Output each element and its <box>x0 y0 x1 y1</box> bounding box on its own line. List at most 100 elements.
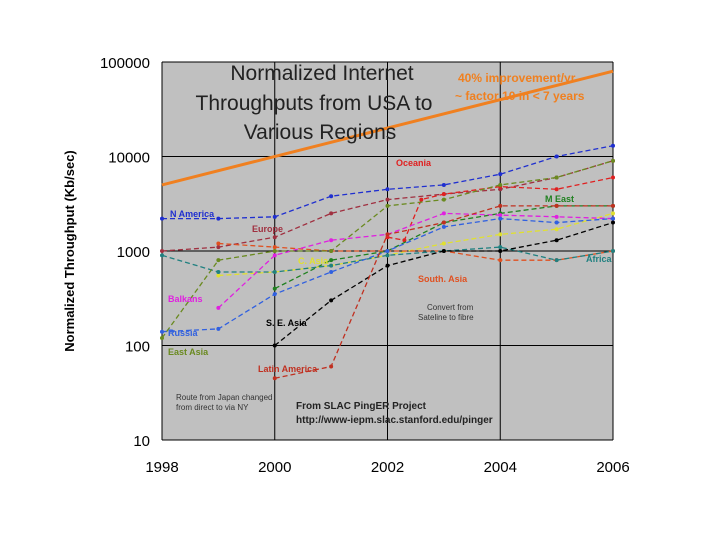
data-point-balkans <box>272 253 277 258</box>
data-point-n-america <box>329 194 334 199</box>
series-label-n-america: N America <box>170 209 215 219</box>
data-point-africa <box>216 269 221 274</box>
data-point-c-asia <box>441 241 446 246</box>
data-point-s-e-asia <box>329 298 334 303</box>
data-point-east-asia <box>498 182 503 187</box>
annotation-route-2: from direct to via NY <box>176 403 249 412</box>
data-point-east-asia <box>329 249 334 253</box>
data-point-east-asia <box>611 158 615 163</box>
data-point-russia <box>498 216 503 221</box>
data-point-africa <box>611 249 615 253</box>
series-label-south-asia: South. Asia <box>418 274 468 284</box>
data-point-oceania <box>419 197 424 202</box>
data-point-east-asia <box>160 336 164 341</box>
data-point-c-asia <box>498 232 503 237</box>
data-point-n-america <box>611 143 615 148</box>
source-annotation-2: http://www-iepm.slac.stanford.edu/pinger <box>296 415 493 426</box>
series-label-c-asia: C. Asia <box>298 256 329 266</box>
trend-line <box>161 69 614 187</box>
data-point-south-asia <box>272 245 277 250</box>
y-axis-label: Normalized Throughput (Kb/sec) <box>62 150 77 352</box>
trend-line-group <box>161 69 614 187</box>
data-point-south-asia <box>498 258 503 263</box>
data-point-east-asia <box>554 175 559 180</box>
series-label-east-asia: East Asia <box>168 347 209 357</box>
y-tick-label: 100 <box>125 339 150 356</box>
data-point-oceania <box>402 238 407 243</box>
data-point-n-america <box>160 216 164 221</box>
series-labels: N America Europe Oceania M East C. Asia South… <box>168 158 613 374</box>
data-point-oceania <box>441 192 446 197</box>
data-point-russia <box>272 292 277 297</box>
x-tick-label: 2000 <box>258 459 291 476</box>
data-point-russia <box>216 326 221 331</box>
data-point-africa <box>498 245 503 250</box>
series-label-oceania: Oceania <box>396 158 432 168</box>
data-point-oceania <box>611 175 615 180</box>
data-point-c-asia <box>216 273 221 278</box>
data-point-m-east <box>329 258 334 263</box>
series-line-south-asia <box>218 242 614 261</box>
data-point-africa <box>160 253 164 258</box>
x-tick-label: 2004 <box>484 459 517 476</box>
data-point-europe <box>385 197 390 202</box>
data-point-oceania <box>385 235 390 240</box>
data-point-south-asia <box>216 241 221 246</box>
data-point-africa <box>329 263 334 268</box>
data-point-n-america <box>441 182 446 187</box>
data-point-europe <box>216 245 221 250</box>
data-point-latin-america <box>385 232 390 237</box>
data-point-balkans <box>216 305 221 310</box>
data-point-n-america <box>554 154 559 159</box>
data-point-latin-america <box>329 364 334 369</box>
data-point-n-america <box>385 187 390 192</box>
axis-ticks: 10 100 1000 10000 100000 1998 2000 2002 2004 2006 <box>100 55 630 476</box>
x-tick-label: 2002 <box>371 459 404 476</box>
data-point-europe <box>160 249 164 253</box>
data-point-n-america <box>272 214 277 219</box>
data-point-east-asia <box>385 203 390 208</box>
data-point-n-america <box>498 172 503 177</box>
data-point-latin-america <box>441 220 446 225</box>
data-point-s-e-asia <box>554 238 559 243</box>
data-point-m-east <box>272 286 277 291</box>
chart-title-line-1: Normalized Internet <box>230 62 413 85</box>
trend-annotation-1: 40% improvement/yr <box>458 71 576 85</box>
series-label-europe: Europe <box>252 224 283 234</box>
data-point-s-e-asia <box>385 263 390 268</box>
series-label-s-e-asia: S. E. Asia <box>266 318 308 328</box>
data-point-s-e-asia <box>611 220 615 225</box>
data-point-oceania <box>554 187 559 192</box>
data-point-balkans <box>554 214 559 219</box>
series-label-balkans: Balkans <box>168 294 203 304</box>
data-point-east-asia <box>272 249 277 253</box>
data-point-s-e-asia <box>272 343 277 348</box>
data-point-c-asia <box>611 211 615 216</box>
data-point-russia <box>554 220 559 225</box>
data-point-russia <box>385 249 390 253</box>
data-point-africa <box>272 269 277 274</box>
data-point-east-asia <box>441 197 446 202</box>
data-point-n-america <box>216 216 221 221</box>
data-point-balkans <box>441 211 446 216</box>
data-point-russia <box>441 224 446 229</box>
data-point-s-e-asia <box>441 249 446 253</box>
series-label-africa: Africa <box>586 254 613 264</box>
y-tick-label: 100000 <box>100 55 150 72</box>
data-point-latin-america <box>272 376 277 381</box>
series-label-latin-america: Latin America <box>258 364 318 374</box>
series-group <box>160 143 615 381</box>
source-annotation-1: From SLAC PingER Project <box>296 401 427 412</box>
data-point-east-asia <box>216 258 221 263</box>
x-tick-label: 2006 <box>596 459 629 476</box>
annotation-route-1: Route from Japan changed <box>176 393 273 402</box>
data-point-russia <box>611 216 615 221</box>
data-point-russia <box>160 329 164 334</box>
annotation-convert-1: Convert from <box>427 303 474 312</box>
data-point-latin-america <box>554 203 559 208</box>
data-point-europe <box>329 211 334 216</box>
data-point-balkans <box>498 213 503 218</box>
y-tick-label: 10 <box>133 433 150 450</box>
chart-title-line-2: Throughputs from USA to <box>196 92 433 115</box>
